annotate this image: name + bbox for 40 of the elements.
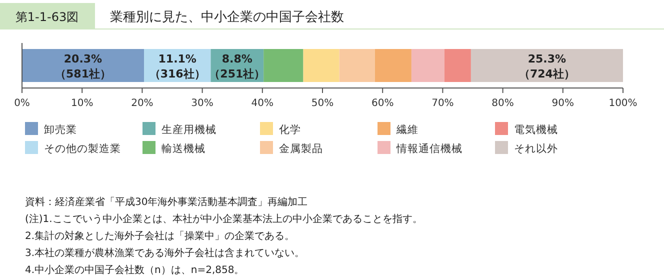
legend-label: その他の製造業 xyxy=(44,142,121,155)
legend-label: 輸送機械 xyxy=(162,142,206,155)
bar xyxy=(444,49,471,82)
legend-label: 情報通信機械 xyxy=(396,142,462,155)
x-tick-label: 50% xyxy=(311,98,334,109)
x-tick-label: 100% xyxy=(608,98,638,109)
x-tick-label: 10% xyxy=(70,98,94,109)
legend-label: 繊維 xyxy=(396,123,418,136)
data-label: 20.3% （581社） xyxy=(55,52,111,80)
chart-title: 業種別に見た、中小企業の中国子会社数 xyxy=(110,10,344,25)
text: 資料：経済産業省「平成30年海外事業活動基本調査」再編加工 xyxy=(25,196,308,208)
bar xyxy=(264,49,304,82)
legend-label: 生産用機械 xyxy=(162,123,216,136)
text: 第1-1-63図 xyxy=(15,10,79,24)
legend-label: 化学 xyxy=(279,124,301,136)
text: (注)1.ここでいう中小企業とは、本社が中小企業基本法上の中小企業であることを指す。 xyxy=(25,213,422,225)
x-tick-label: 90% xyxy=(552,98,574,109)
legend-label: 電気機械 xyxy=(514,123,558,136)
x-tick-label: 80% xyxy=(492,98,514,109)
legend-label: 卸売業 xyxy=(44,123,77,136)
x-tick-label: 20% xyxy=(131,98,154,109)
bar xyxy=(411,49,445,82)
bar xyxy=(339,49,375,82)
text: 4.中小企業の中国子会社数（n）は、n=2,858。 xyxy=(25,264,244,276)
data-label: 11.1% （316社） xyxy=(149,52,206,80)
data-label: 25.3% （724社） xyxy=(518,52,575,80)
legend-label: それ以外 xyxy=(514,142,558,155)
text: 2.集計の対象とした海外子会社は「操業中」の企業である。 xyxy=(25,230,295,242)
x-tick-label: 30% xyxy=(191,98,214,109)
bar xyxy=(470,49,623,82)
x-tick-label: 70% xyxy=(432,98,454,109)
x-tick-label: 60% xyxy=(371,98,394,109)
bar xyxy=(303,49,340,82)
legend-label: 金属製品 xyxy=(279,142,323,155)
bar xyxy=(22,49,144,82)
bar xyxy=(374,49,412,82)
data-label: 8.8% （251社） xyxy=(209,52,266,80)
x-tick-label: 0% xyxy=(14,98,30,109)
x-tick-label: 40% xyxy=(251,98,274,109)
text: 3.本社の業種が農林漁業である海外子会社は含まれていない。 xyxy=(25,247,305,259)
